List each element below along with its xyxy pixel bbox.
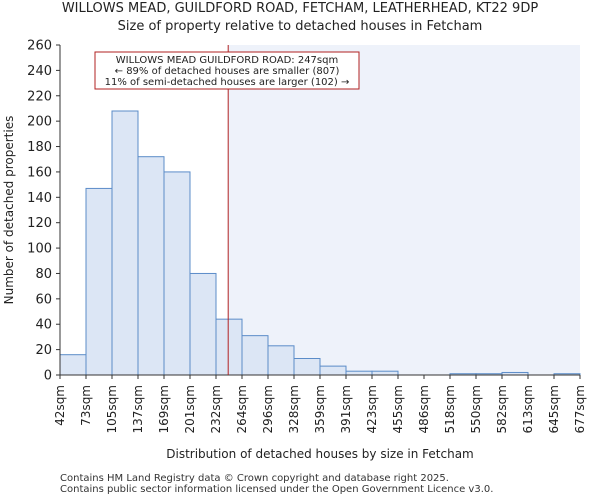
y-tick-label: 20 — [35, 343, 52, 358]
annotation-line: 11% of semi-detached houses are larger (… — [105, 77, 350, 88]
histogram-bar — [241, 335, 269, 376]
y-tick-label: 140 — [27, 191, 52, 206]
y-tick-label: 100 — [27, 242, 52, 257]
y-tick-label: 200 — [27, 115, 52, 130]
histogram-bar — [111, 110, 139, 376]
histogram-bar — [59, 354, 87, 376]
x-tick-label: 486sqm — [417, 385, 431, 433]
histogram-bar — [189, 272, 217, 376]
y-tick-label: 80 — [35, 267, 52, 282]
x-tick-label: 359sqm — [313, 385, 327, 433]
footer-copyright: Contains HM Land Registry data © Crown c… — [60, 473, 449, 484]
y-axis-label: Number of detached properties — [2, 116, 16, 305]
y-tick-label: 240 — [27, 64, 52, 79]
y-tick-label: 220 — [27, 89, 52, 104]
x-axis-label: Distribution of detached houses by size … — [166, 447, 473, 461]
x-tick-label: 391sqm — [339, 385, 353, 433]
footer-licence: Contains public sector information licen… — [60, 484, 494, 495]
y-tick-label: 0 — [44, 369, 52, 384]
y-tick-label: 180 — [27, 140, 52, 155]
x-tick-label: 296sqm — [261, 385, 275, 433]
x-tick-label: 232sqm — [209, 385, 223, 433]
chart-title: WILLOWS MEAD, GUILDFORD ROAD, FETCHAM, L… — [61, 1, 539, 16]
histogram-bar — [137, 156, 165, 376]
histogram-bar — [267, 345, 295, 376]
annotation-box — [94, 51, 360, 90]
y-tick-label: 60 — [35, 292, 52, 307]
x-tick-label: 423sqm — [365, 385, 379, 433]
x-tick-label: 264sqm — [235, 385, 249, 433]
chart-subtitle: Size of property relative to detached ho… — [117, 19, 483, 34]
x-tick-label: 42sqm — [53, 385, 67, 426]
annotation-line: ← 89% of detached houses are smaller (80… — [115, 66, 340, 77]
y-tick-label: 120 — [27, 216, 52, 231]
x-tick-label: 328sqm — [287, 385, 301, 433]
histogram-bar — [319, 365, 347, 376]
x-tick-label: 169sqm — [157, 385, 171, 433]
y-tick-label: 160 — [27, 165, 52, 180]
x-tick-label: 550sqm — [469, 385, 483, 433]
larger-region-shade — [228, 45, 580, 375]
chart: 0 20 40 60 80 100 120 140 160 180 200 220 240 260 42s… — [2, 39, 587, 462]
x-tick-label: 613sqm — [521, 385, 535, 433]
x-tick-label: 518sqm — [443, 385, 457, 433]
x-tick-label: 677sqm — [573, 385, 587, 433]
x-tick-label: 455sqm — [391, 385, 405, 433]
x-tick-label: 582sqm — [495, 385, 509, 433]
histogram-bar — [163, 171, 191, 376]
y-tick-label: 260 — [27, 39, 52, 54]
histogram-bar — [293, 358, 321, 376]
x-tick-label: 645sqm — [547, 385, 561, 433]
histogram-bar — [345, 370, 373, 376]
annotation-line: WILLOWS MEAD GUILDFORD ROAD: 247sqm — [116, 55, 338, 66]
x-tick-label: 201sqm — [183, 385, 197, 433]
histogram-bar — [371, 370, 399, 376]
histogram-bar — [215, 318, 243, 376]
y-tick-label: 40 — [35, 318, 52, 333]
x-tick-label: 105sqm — [105, 385, 119, 433]
x-tick-label: 73sqm — [79, 385, 93, 426]
x-tick-label: 137sqm — [131, 385, 145, 433]
histogram-bar — [85, 187, 113, 376]
